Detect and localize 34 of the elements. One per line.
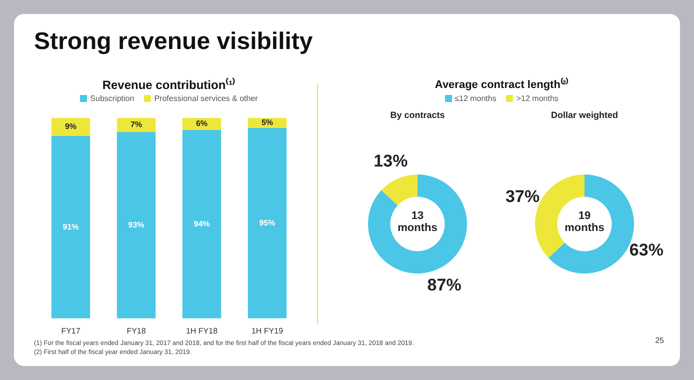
legend-label: ≤12 months bbox=[454, 94, 496, 102]
data-label: 5% bbox=[261, 118, 274, 128]
data-label: 63% bbox=[629, 240, 664, 260]
slice-label: Dollar weighted bbox=[550, 110, 619, 122]
x-tick-label: FY18 bbox=[126, 326, 146, 336]
text: 25 bbox=[655, 336, 664, 345]
data-label: 93% bbox=[128, 220, 144, 230]
x-tick-label: 1H FY19 bbox=[251, 326, 284, 336]
legend-label: Subscription bbox=[89, 94, 134, 102]
data-label: 13% bbox=[374, 152, 408, 171]
data-label: 87% bbox=[427, 276, 462, 295]
data-label: 37% bbox=[506, 186, 540, 206]
bar bbox=[248, 128, 287, 318]
data-label: 6% bbox=[196, 119, 208, 128]
x-tick-label: 1H FY18 bbox=[186, 326, 218, 336]
data-label: 91% bbox=[62, 222, 79, 232]
legend-label: >12 months bbox=[515, 94, 558, 102]
data-label: 9% bbox=[64, 122, 77, 132]
slice-label: By contracts bbox=[389, 110, 446, 122]
data-label: 95% bbox=[259, 218, 276, 228]
bar bbox=[51, 118, 90, 136]
text: 19 months bbox=[564, 210, 606, 234]
data-label: 94% bbox=[194, 219, 210, 228]
data-label: 7% bbox=[130, 120, 142, 130]
bar bbox=[116, 118, 156, 132]
x-tick-label: FY17 bbox=[61, 326, 81, 336]
bar bbox=[116, 132, 156, 318]
text: 13 months bbox=[396, 210, 438, 234]
legend-label: Professional services & other bbox=[153, 94, 258, 102]
bar bbox=[51, 136, 90, 318]
text: Strong revenue visibility bbox=[34, 28, 313, 56]
chart-title: Average contract length⁽²⁾ bbox=[434, 76, 570, 91]
chart-title: Revenue contribution⁽¹⁾ bbox=[101, 76, 237, 92]
bar bbox=[182, 130, 222, 318]
